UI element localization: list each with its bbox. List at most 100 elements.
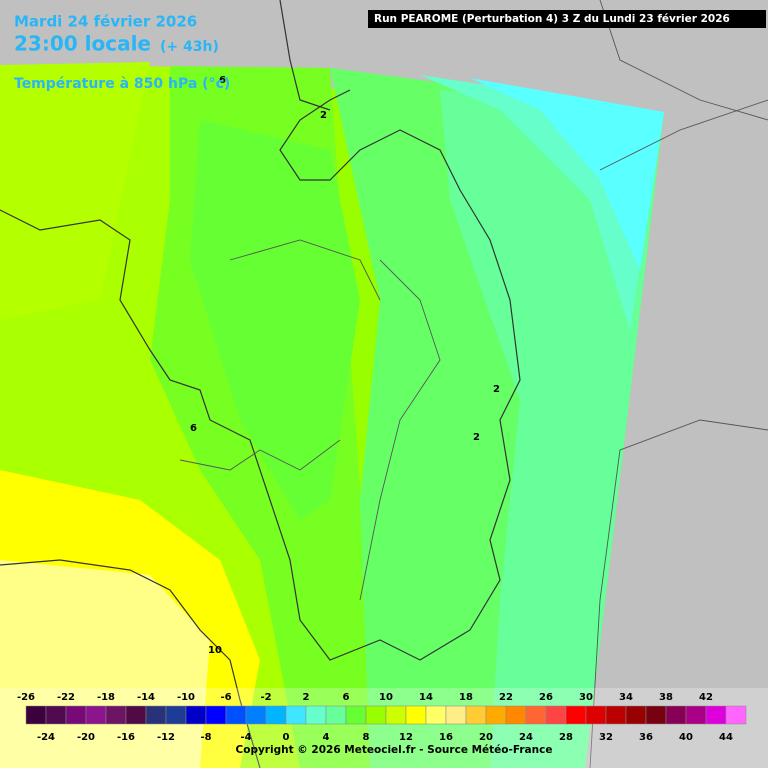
- legend-swatch: [365, 705, 387, 725]
- legend-swatch: [165, 705, 187, 725]
- run-box: [368, 10, 766, 28]
- legend-label: 28: [559, 732, 573, 743]
- legend-label: 24: [519, 732, 533, 743]
- legend-label: 30: [579, 692, 593, 703]
- legend-label: 40: [679, 732, 693, 743]
- legend-swatch: [125, 705, 147, 725]
- legend-swatch: [65, 705, 87, 725]
- legend-swatch: [545, 705, 567, 725]
- legend-swatch: [625, 705, 647, 725]
- legend-swatch: [205, 705, 227, 725]
- legend-swatch: [385, 705, 407, 725]
- region-border: [179, 439, 341, 471]
- border: [599, 99, 768, 171]
- temperature-field: [0, 62, 664, 768]
- legend-label: 32: [599, 732, 613, 743]
- legend-swatch: [525, 705, 547, 725]
- coastline: [0, 89, 521, 661]
- legend-label: 42: [699, 692, 713, 703]
- border: [279, 0, 331, 111]
- band: [0, 62, 150, 320]
- border: [599, 0, 768, 121]
- legend-swatch: [185, 705, 207, 725]
- legend-label: -22: [57, 692, 75, 703]
- parameter: Température à 850 hPa (°c): [14, 76, 230, 92]
- legend-label: 8: [363, 732, 370, 743]
- legend-label: -6: [220, 692, 231, 703]
- legend-label: -10: [177, 692, 195, 703]
- legend-label: 44: [719, 732, 733, 743]
- legend-label: 34: [619, 692, 633, 703]
- legend-swatch: [585, 705, 607, 725]
- legend-label: 20: [479, 732, 493, 743]
- legend-label: 18: [459, 692, 473, 703]
- copyright: Copyright © 2026 Meteociel.fr - Source M…: [236, 744, 553, 756]
- run-info: Run PEAROME (Perturbation 4) 3 Z du Lund…: [374, 13, 730, 25]
- border: [589, 419, 768, 769]
- contour-label: 2: [473, 432, 480, 443]
- legend-label: -16: [117, 732, 135, 743]
- legend-label: 26: [539, 692, 553, 703]
- legend-swatch: [45, 705, 67, 725]
- band: [470, 78, 664, 270]
- contour-label: 6: [219, 75, 226, 86]
- legend-label: 38: [659, 692, 673, 703]
- legend-label: -8: [200, 732, 211, 743]
- legend-label: 2: [303, 692, 310, 703]
- legend-swatch: [105, 705, 127, 725]
- color-legend: -26-24-22-20-18-16-14-12-10-8-6-4-202468…: [17, 692, 747, 743]
- legend-label: 12: [399, 732, 413, 743]
- legend-swatch: [725, 705, 747, 725]
- legend-swatch: [405, 705, 427, 725]
- band: [190, 120, 360, 520]
- legend-swatch: [485, 705, 507, 725]
- legend-swatch: [265, 705, 287, 725]
- legend-label: 0: [283, 732, 290, 743]
- legend-swatch: [225, 705, 247, 725]
- legend-swatch: [565, 705, 587, 725]
- legend-swatch: [85, 705, 107, 725]
- legend-label: 22: [499, 692, 513, 703]
- legend-label: -12: [157, 732, 175, 743]
- legend-swatch: [345, 705, 367, 725]
- legend-swatch: [305, 705, 327, 725]
- legend-label: -18: [97, 692, 115, 703]
- legend-swatch: [505, 705, 527, 725]
- legend-swatch: [705, 705, 727, 725]
- contour-label: 2: [493, 384, 500, 395]
- contour-label: 2: [320, 110, 327, 121]
- legend-label: 36: [639, 732, 653, 743]
- time: 23:00 locale: [14, 32, 151, 56]
- legend-swatch: [685, 705, 707, 725]
- legend-label: -4: [240, 732, 251, 743]
- legend-label: 16: [439, 732, 453, 743]
- legend-swatch: [445, 705, 467, 725]
- legend-backdrop: [0, 688, 768, 768]
- legend-label: 4: [323, 732, 330, 743]
- region-border: [229, 239, 381, 301]
- contour-labels: 2 6 10 2 2 6: [190, 75, 500, 656]
- legend-label: -26: [17, 692, 35, 703]
- legend-swatch: [465, 705, 487, 725]
- border: [0, 559, 261, 769]
- legend-swatch: [145, 705, 167, 725]
- legend-swatch: [285, 705, 307, 725]
- legend-swatch: [245, 705, 267, 725]
- legend-swatch: [425, 705, 447, 725]
- legend-label: -20: [77, 732, 95, 743]
- legend-swatch: [645, 705, 667, 725]
- legend-label: 6: [343, 692, 350, 703]
- legend-swatch: [605, 705, 627, 725]
- region-border: [359, 259, 441, 601]
- date: Mardi 24 février 2026: [14, 13, 197, 31]
- contour-label: 10: [208, 645, 222, 656]
- legend-swatch: [25, 705, 47, 725]
- legend-label: 10: [379, 692, 393, 703]
- contour-label: 6: [190, 423, 197, 434]
- legend-label: -2: [260, 692, 271, 703]
- legend-label: -14: [137, 692, 155, 703]
- legend-swatch: [665, 705, 687, 725]
